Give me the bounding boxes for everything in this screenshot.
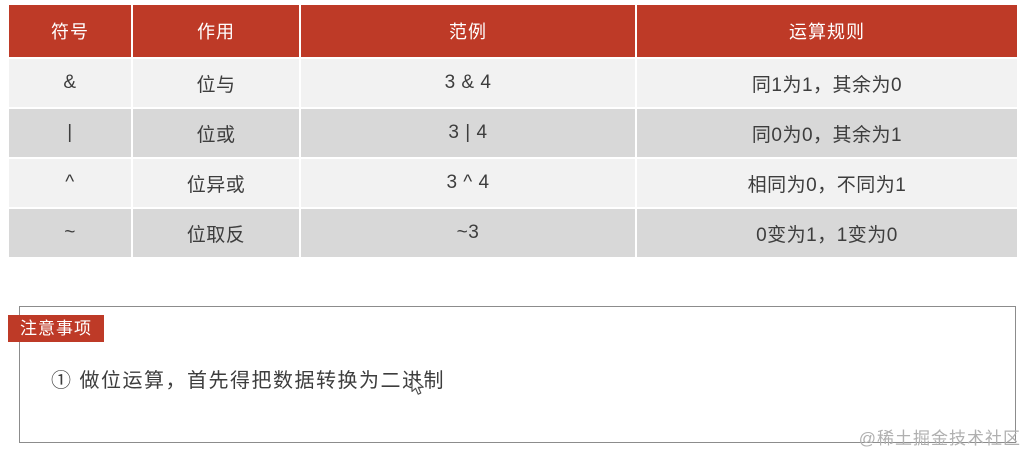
table-cell-symbol: & bbox=[9, 59, 131, 107]
mouse-cursor-icon bbox=[411, 376, 424, 395]
column-header-function: 作用 bbox=[133, 5, 299, 57]
table-cell-example: ~3 bbox=[301, 209, 635, 257]
table-row: | 位或 3 | 4 同0为0，其余为1 bbox=[9, 109, 1017, 157]
table-cell-rule: 0变为1，1变为0 bbox=[637, 209, 1017, 257]
table-row: ^ 位异或 3 ^ 4 相同为0，不同为1 bbox=[9, 159, 1017, 207]
table-body: & 位与 3 & 4 同1为1，其余为0 | 位或 3 | 4 同0为0，其余为1 ^ 位异或 3 … bbox=[9, 59, 1017, 257]
table-cell-rule: 相同为0，不同为1 bbox=[637, 159, 1017, 207]
column-header-example: 范例 bbox=[301, 5, 635, 57]
table-header-row: 符号 作用 范例 运算规则 bbox=[9, 5, 1017, 57]
table-row: ~ 位取反 ~3 0变为1，1变为0 bbox=[9, 209, 1017, 257]
table-cell-symbol: | bbox=[9, 109, 131, 157]
column-header-rule: 运算规则 bbox=[637, 5, 1017, 57]
watermark: @稀土掘金技术社区 bbox=[858, 429, 1021, 448]
table-row: & 位与 3 & 4 同1为1，其余为0 bbox=[9, 59, 1017, 107]
notes-badge: 注意事项 bbox=[8, 315, 104, 342]
table-cell-symbol: ^ bbox=[9, 159, 131, 207]
table-cell-function: 位取反 bbox=[133, 209, 299, 257]
table-cell-function: 位或 bbox=[133, 109, 299, 157]
notes-panel: 注意事项 ① 做位运算，首先得把数据转换为二进制 bbox=[8, 306, 1016, 443]
table-cell-example: 3 ^ 4 bbox=[301, 159, 635, 207]
column-header-symbol: 符号 bbox=[9, 5, 131, 57]
table-cell-function: 位与 bbox=[133, 59, 299, 107]
table-cell-rule: 同0为0，其余为1 bbox=[637, 109, 1017, 157]
table-cell-example: 3 | 4 bbox=[301, 109, 635, 157]
table-cell-example: 3 & 4 bbox=[301, 59, 635, 107]
note-item-1: ① 做位运算，首先得把数据转换为二进制 bbox=[51, 370, 446, 392]
table-cell-symbol: ~ bbox=[9, 209, 131, 257]
table-cell-function: 位异或 bbox=[133, 159, 299, 207]
table-cell-rule: 同1为1，其余为0 bbox=[637, 59, 1017, 107]
